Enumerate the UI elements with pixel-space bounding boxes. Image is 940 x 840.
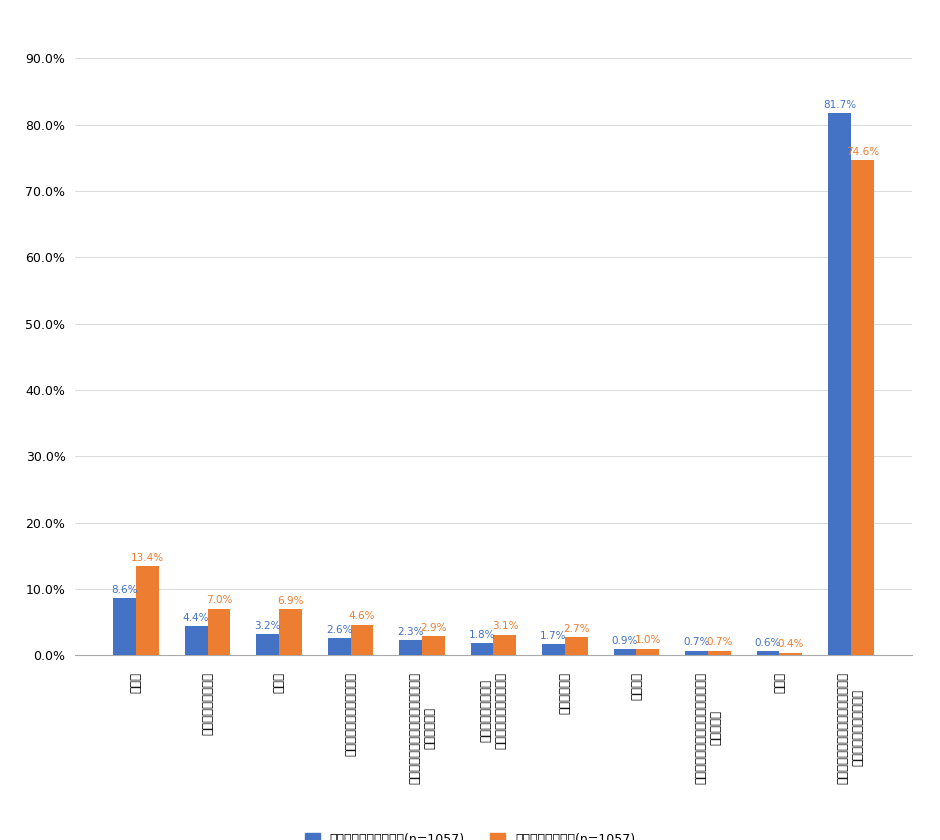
Bar xyxy=(400,640,422,655)
Bar xyxy=(257,634,279,655)
Bar xyxy=(208,609,230,655)
Text: 7.0%: 7.0% xyxy=(206,596,232,606)
Text: 自身の取引先銀行等
（信金、信組等を含む）: 自身の取引先銀行等 （信金、信組等を含む） xyxy=(479,672,508,748)
Text: 税理士: 税理士 xyxy=(130,672,143,693)
Bar xyxy=(351,625,373,655)
Bar xyxy=(279,610,302,655)
Text: 1.0%: 1.0% xyxy=(634,635,661,645)
Text: 弁護士: 弁護士 xyxy=(273,672,286,693)
Text: 13.4%: 13.4% xyxy=(131,553,164,563)
Legend: これまでに相談した先(n=1057), 今後相談したい先(n=1057): これまでに相談した先(n=1057), 今後相談したい先(n=1057) xyxy=(300,827,640,840)
Text: 3.2%: 3.2% xyxy=(255,621,281,631)
Text: 74.6%: 74.6% xyxy=(846,147,879,157)
Text: 81.7%: 81.7% xyxy=(822,100,856,110)
Text: 6.9%: 6.9% xyxy=(277,596,304,606)
Text: 8.6%: 8.6% xyxy=(112,585,138,595)
Bar xyxy=(471,643,494,655)
Bar xyxy=(113,598,136,655)
Text: フィナンシャルプランナー: フィナンシャルプランナー xyxy=(344,672,357,756)
Text: 2.6%: 2.6% xyxy=(326,625,352,635)
Bar xyxy=(422,636,445,655)
Text: 0.4%: 0.4% xyxy=(777,639,804,649)
Bar xyxy=(828,113,851,655)
Text: 2.9%: 2.9% xyxy=(420,622,446,633)
Text: 0.6%: 0.6% xyxy=(755,638,781,648)
Bar xyxy=(494,635,516,655)
Text: 4.4%: 4.4% xyxy=(183,612,210,622)
Text: 2.7%: 2.7% xyxy=(563,624,589,634)
Text: 2.3%: 2.3% xyxy=(398,627,424,637)
Text: 3.1%: 3.1% xyxy=(492,622,518,632)
Text: 1.8%: 1.8% xyxy=(469,630,495,640)
Text: これまで取引の無い銀行等（主に信
託銀行等）: これまで取引の無い銀行等（主に信 託銀行等） xyxy=(694,672,722,784)
Bar xyxy=(779,653,803,655)
Bar xyxy=(565,638,588,655)
Bar xyxy=(542,644,565,655)
Bar xyxy=(636,648,659,655)
Text: 自身の親の取引先銀行等（信金、信
組等を含む）: 自身の親の取引先銀行等（信金、信 組等を含む） xyxy=(408,672,436,784)
Text: 証券会社: 証券会社 xyxy=(630,672,643,700)
Bar xyxy=(685,650,708,655)
Text: 4.6%: 4.6% xyxy=(349,612,375,622)
Bar xyxy=(708,650,730,655)
Text: 0.7%: 0.7% xyxy=(706,638,732,648)
Bar xyxy=(757,651,779,655)
Text: 行政書士・司法書士: 行政書士・司法書士 xyxy=(201,672,214,735)
Bar xyxy=(328,638,351,655)
Text: 0.9%: 0.9% xyxy=(612,636,638,646)
Text: 1.7%: 1.7% xyxy=(540,631,567,641)
Bar xyxy=(136,566,159,655)
Bar xyxy=(184,626,208,655)
Bar xyxy=(851,160,874,655)
Text: 0.7%: 0.7% xyxy=(683,638,710,648)
Text: その他: その他 xyxy=(773,672,786,693)
Text: 生命保険会社: 生命保険会社 xyxy=(558,672,572,714)
Bar xyxy=(614,649,636,655)
Text: 外部の専門家等に相談したことはな
い・相談したい先はない: 外部の専門家等に相談したことはな い・相談したい先はない xyxy=(837,672,865,784)
